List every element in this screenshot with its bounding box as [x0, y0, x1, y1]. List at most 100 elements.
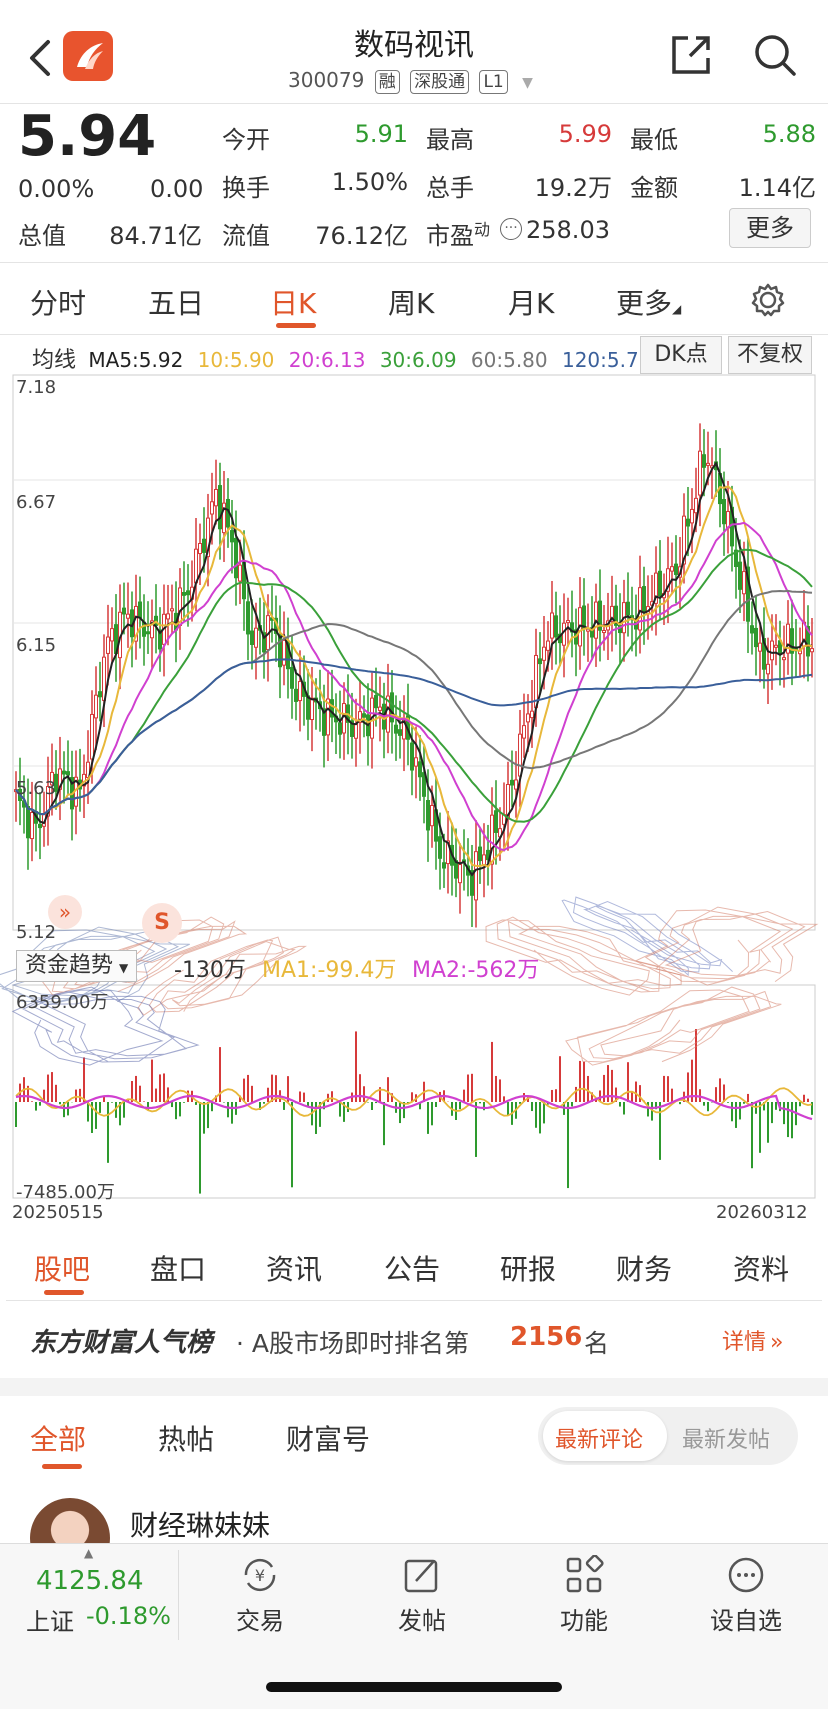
- tab-intraday[interactable]: 分时: [30, 287, 87, 320]
- ma120-line: [15, 658, 813, 816]
- candle-body: [566, 620, 570, 624]
- sort-latest-comment[interactable]: 最新评论: [555, 1428, 644, 1453]
- candle-body: [750, 625, 754, 634]
- tab-research[interactable]: 研报: [500, 1253, 557, 1286]
- post-button[interactable]: 发帖: [362, 1555, 482, 1636]
- candle-body: [410, 742, 414, 771]
- turnover-value: 1.50%: [331, 168, 408, 196]
- candle-body: [702, 454, 706, 468]
- candle-body: [386, 695, 390, 733]
- tab-announcements[interactable]: 公告: [384, 1253, 441, 1286]
- watchlist-button[interactable]: 设自选: [686, 1555, 806, 1636]
- tab-forum[interactable]: 股吧: [34, 1253, 91, 1286]
- kline-chart[interactable]: [0, 340, 828, 1210]
- candle-body: [294, 688, 298, 702]
- more-options-icon[interactable]: ···: [500, 218, 522, 240]
- forum-tab-indicator: [44, 1290, 84, 1295]
- candle-body: [46, 786, 50, 817]
- index-name[interactable]: 上证: [26, 1608, 74, 1636]
- candle-body: [26, 805, 30, 839]
- pe-label: 市盈动: [426, 220, 491, 250]
- share-icon[interactable]: [668, 32, 714, 78]
- candle-body: [430, 804, 434, 827]
- trade-button[interactable]: ¥ 交易: [200, 1555, 320, 1636]
- feed-tab-all[interactable]: 全部: [30, 1423, 87, 1456]
- price-axis-bottom: 5.12: [16, 922, 57, 943]
- tab-news[interactable]: 资讯: [266, 1253, 323, 1286]
- chevron-down-icon[interactable]: ▼: [522, 75, 533, 91]
- candle-body: [746, 566, 750, 622]
- tab-more[interactable]: 更多◢: [616, 287, 682, 320]
- tab-finance[interactable]: 财务: [616, 1253, 673, 1286]
- stock-code: 300079: [288, 68, 365, 92]
- candle-body: [582, 605, 586, 629]
- candle-body: [782, 657, 786, 661]
- candle-body: [230, 530, 234, 543]
- tab-daily-k[interactable]: 日K: [270, 287, 317, 320]
- candle-body: [706, 462, 710, 466]
- candle-body: [490, 814, 494, 865]
- candle-body: [470, 870, 474, 896]
- tab-monthly-k[interactable]: 月K: [508, 287, 555, 320]
- sort-latest-post[interactable]: 最新发帖: [682, 1428, 771, 1453]
- ma30-line: [15, 548, 813, 823]
- stock-code-row: 300079 融 深股通 L1 ▼: [288, 68, 533, 94]
- candle-body: [482, 854, 486, 866]
- price-axis-top: 7.18: [16, 377, 57, 398]
- candle-body: [642, 586, 646, 614]
- candle-body: [674, 563, 678, 575]
- candle-body: [362, 713, 366, 718]
- candle-body: [602, 630, 606, 634]
- tab-weekly-k[interactable]: 周K: [388, 287, 435, 320]
- tab-five-day[interactable]: 五日: [148, 287, 205, 320]
- adjust-button[interactable]: 不复权: [728, 336, 812, 374]
- back-arrow-icon[interactable]: [26, 38, 52, 78]
- candle-body: [510, 779, 514, 786]
- tab-order-book[interactable]: 盘口: [150, 1253, 207, 1286]
- dk-button[interactable]: DK点: [640, 336, 722, 374]
- candle-body: [94, 694, 98, 719]
- ranking-detail-link[interactable]: 详情»: [722, 1330, 784, 1355]
- buy-signal-icon[interactable]: »: [48, 895, 82, 929]
- last-price: 5.94: [18, 104, 157, 169]
- feed-tab-hot[interactable]: 热帖: [158, 1423, 215, 1456]
- pe-superscript: 动: [474, 220, 491, 239]
- candle-body: [338, 722, 342, 735]
- candle-body: [194, 548, 198, 584]
- candle-body: [806, 626, 810, 657]
- index-value[interactable]: 4125.84: [36, 1566, 144, 1596]
- features-button[interactable]: 功能: [524, 1554, 644, 1636]
- edit-icon: [404, 1559, 438, 1593]
- ma10-value: 10:5.90: [197, 348, 275, 372]
- candle-body: [170, 608, 174, 612]
- candle-body: [106, 636, 110, 654]
- fund-flow-bars: [15, 1029, 813, 1194]
- ranking-number: 2156: [510, 1322, 583, 1352]
- candle-body: [478, 846, 482, 862]
- low-label: 最低: [630, 126, 678, 154]
- ranking-unit: 名: [584, 1329, 610, 1358]
- candle-body: [262, 632, 266, 653]
- yuan-cycle-icon: ¥: [244, 1558, 276, 1592]
- double-chevron-icon: »: [770, 1330, 784, 1355]
- index-change[interactable]: -0.18%: [86, 1602, 171, 1630]
- feed-tab-fortune[interactable]: 财富号: [286, 1423, 371, 1456]
- scribble-stroke: [485, 916, 682, 996]
- candle-body: [666, 568, 670, 592]
- candle-body: [322, 708, 326, 736]
- trade-label: 交易: [236, 1607, 284, 1635]
- settings-gear-icon[interactable]: [750, 282, 786, 318]
- candle-body: [598, 600, 602, 631]
- search-icon[interactable]: [752, 32, 798, 78]
- candle-body: [290, 666, 294, 689]
- home-indicator: [266, 1682, 562, 1692]
- sell-signal-icon[interactable]: S: [142, 903, 182, 943]
- post-author[interactable]: 财经琳妹妹: [130, 1509, 271, 1542]
- more-button[interactable]: 更多: [729, 208, 811, 248]
- candle-body: [442, 862, 446, 869]
- tab-profile[interactable]: 资料: [733, 1253, 790, 1286]
- sort-toggle-active-bg: [543, 1411, 667, 1461]
- flow-ma2-line: [15, 1094, 813, 1121]
- indicator-selector[interactable]: 资金趋势 ▼: [16, 950, 138, 982]
- candle-body: [786, 623, 790, 654]
